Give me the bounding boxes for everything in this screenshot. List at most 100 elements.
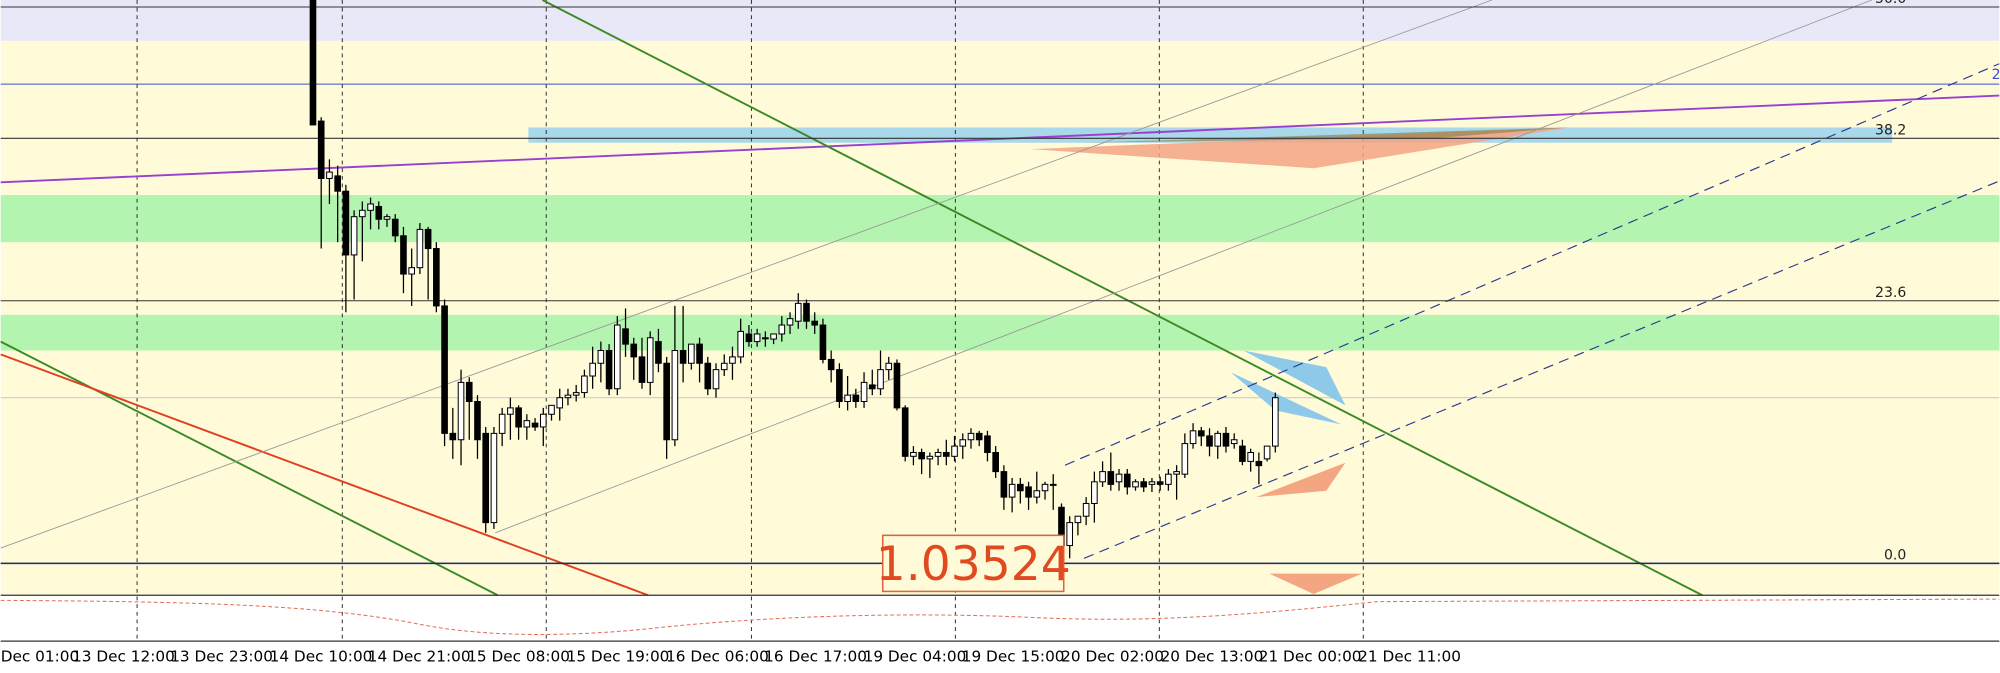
candle-body — [334, 175, 341, 192]
candle-body — [786, 318, 794, 326]
candle-body — [490, 432, 498, 524]
candle-body — [1041, 483, 1049, 492]
trend-line — [541, 0, 1703, 597]
candle-body — [482, 432, 490, 524]
triangle — [1084, 127, 1569, 143]
candle-body — [342, 190, 350, 256]
candle-body — [1197, 430, 1205, 437]
candle-body — [745, 333, 753, 343]
candle-body — [811, 320, 819, 326]
candle-body — [1025, 486, 1032, 498]
candle-body — [762, 337, 769, 340]
candle-body — [753, 333, 761, 343]
candle-body — [696, 343, 703, 364]
candle-body — [1066, 522, 1074, 547]
candle-body — [523, 420, 531, 428]
x-tick-label: 20 Dec 02:00 — [1061, 648, 1164, 666]
candle-body — [613, 324, 621, 390]
candle-body — [416, 228, 424, 269]
candle-body — [391, 218, 399, 237]
candle-body — [375, 205, 383, 220]
candle-body — [836, 369, 843, 403]
indicator-line — [0, 598, 2000, 635]
candle-body — [926, 455, 934, 460]
candle-body — [1255, 460, 1263, 467]
fib-label: 38.2 — [1875, 122, 1906, 138]
x-tick-label: Dec 01:00 — [1, 648, 79, 666]
candle-body — [326, 171, 333, 179]
candle-body — [400, 235, 407, 275]
candle-body — [778, 324, 786, 335]
x-tick-label: 21 Dec 00:00 — [1259, 648, 1362, 666]
x-tick-label: 14 Dec 21:00 — [368, 648, 471, 666]
candle-body — [712, 369, 720, 390]
zone-band — [0, 0, 2000, 41]
fib-label: 23.6 — [1875, 285, 1906, 301]
candle-body — [564, 394, 572, 399]
candle-body — [622, 328, 629, 345]
candle-body — [803, 302, 810, 322]
candle-body — [1156, 481, 1164, 485]
candle-body — [449, 432, 457, 441]
candle-body — [572, 392, 580, 396]
x-tick-label: 13 Dec 12:00 — [72, 648, 175, 666]
price-label-box — [881, 534, 1065, 593]
candle-body — [457, 381, 465, 441]
fib-label: 0.0 — [1884, 548, 1906, 564]
candle-body — [885, 362, 893, 371]
candle-body — [1263, 445, 1271, 460]
candle-body — [350, 216, 358, 256]
candle-body — [1230, 439, 1238, 445]
candle-body — [1107, 471, 1115, 485]
candle-body — [1091, 481, 1098, 504]
candle-body — [679, 350, 687, 364]
candle-body — [794, 302, 802, 322]
zone-rect — [528, 127, 1893, 143]
x-tick-label: 15 Dec 08:00 — [467, 648, 570, 666]
x-tick-label: 20 Dec 13:00 — [1161, 648, 1264, 666]
candle-body — [309, 0, 317, 126]
triangle — [1243, 350, 1346, 406]
candle-body — [1000, 471, 1008, 498]
trend-line — [0, 94, 2000, 184]
candle-body — [1123, 473, 1131, 488]
candle-body — [688, 343, 695, 364]
x-tick-label: 21 Dec 11:00 — [1358, 648, 1461, 666]
channel-line — [1064, 63, 2000, 466]
candle-body — [1189, 430, 1197, 445]
candle-body — [827, 358, 835, 371]
candle-body — [433, 248, 440, 307]
candle-body — [465, 381, 473, 403]
candle-body — [630, 343, 638, 358]
candle-body — [877, 369, 884, 390]
candle-body — [1132, 481, 1139, 488]
candle-body — [424, 228, 432, 250]
candle-body — [589, 362, 596, 377]
candle-body — [1017, 483, 1024, 492]
candle-body — [548, 404, 555, 415]
price-label: 1.03524 — [876, 537, 1071, 592]
candle-body — [663, 362, 670, 441]
candle-body — [655, 341, 662, 364]
triangle — [1268, 573, 1362, 594]
candle-body — [1082, 502, 1090, 517]
candle-body — [1049, 483, 1057, 486]
x-tick-label: 13 Dec 23:00 — [170, 648, 273, 666]
candle-body — [441, 305, 448, 434]
candle-body — [367, 203, 374, 211]
candle-body — [704, 362, 712, 390]
candle-body — [556, 397, 564, 409]
candle-body — [638, 356, 646, 383]
candle-body — [605, 350, 613, 390]
candle-body — [868, 384, 876, 390]
candle-body — [383, 216, 391, 220]
x-tick-label: 16 Dec 17:00 — [764, 648, 867, 666]
candle-body — [1008, 483, 1016, 498]
candle-body — [893, 362, 901, 409]
candle-body — [1206, 435, 1213, 447]
candle-body — [720, 362, 728, 371]
candle-body — [844, 394, 851, 403]
candle-body — [1247, 451, 1254, 462]
channel-line — [495, 0, 1873, 534]
